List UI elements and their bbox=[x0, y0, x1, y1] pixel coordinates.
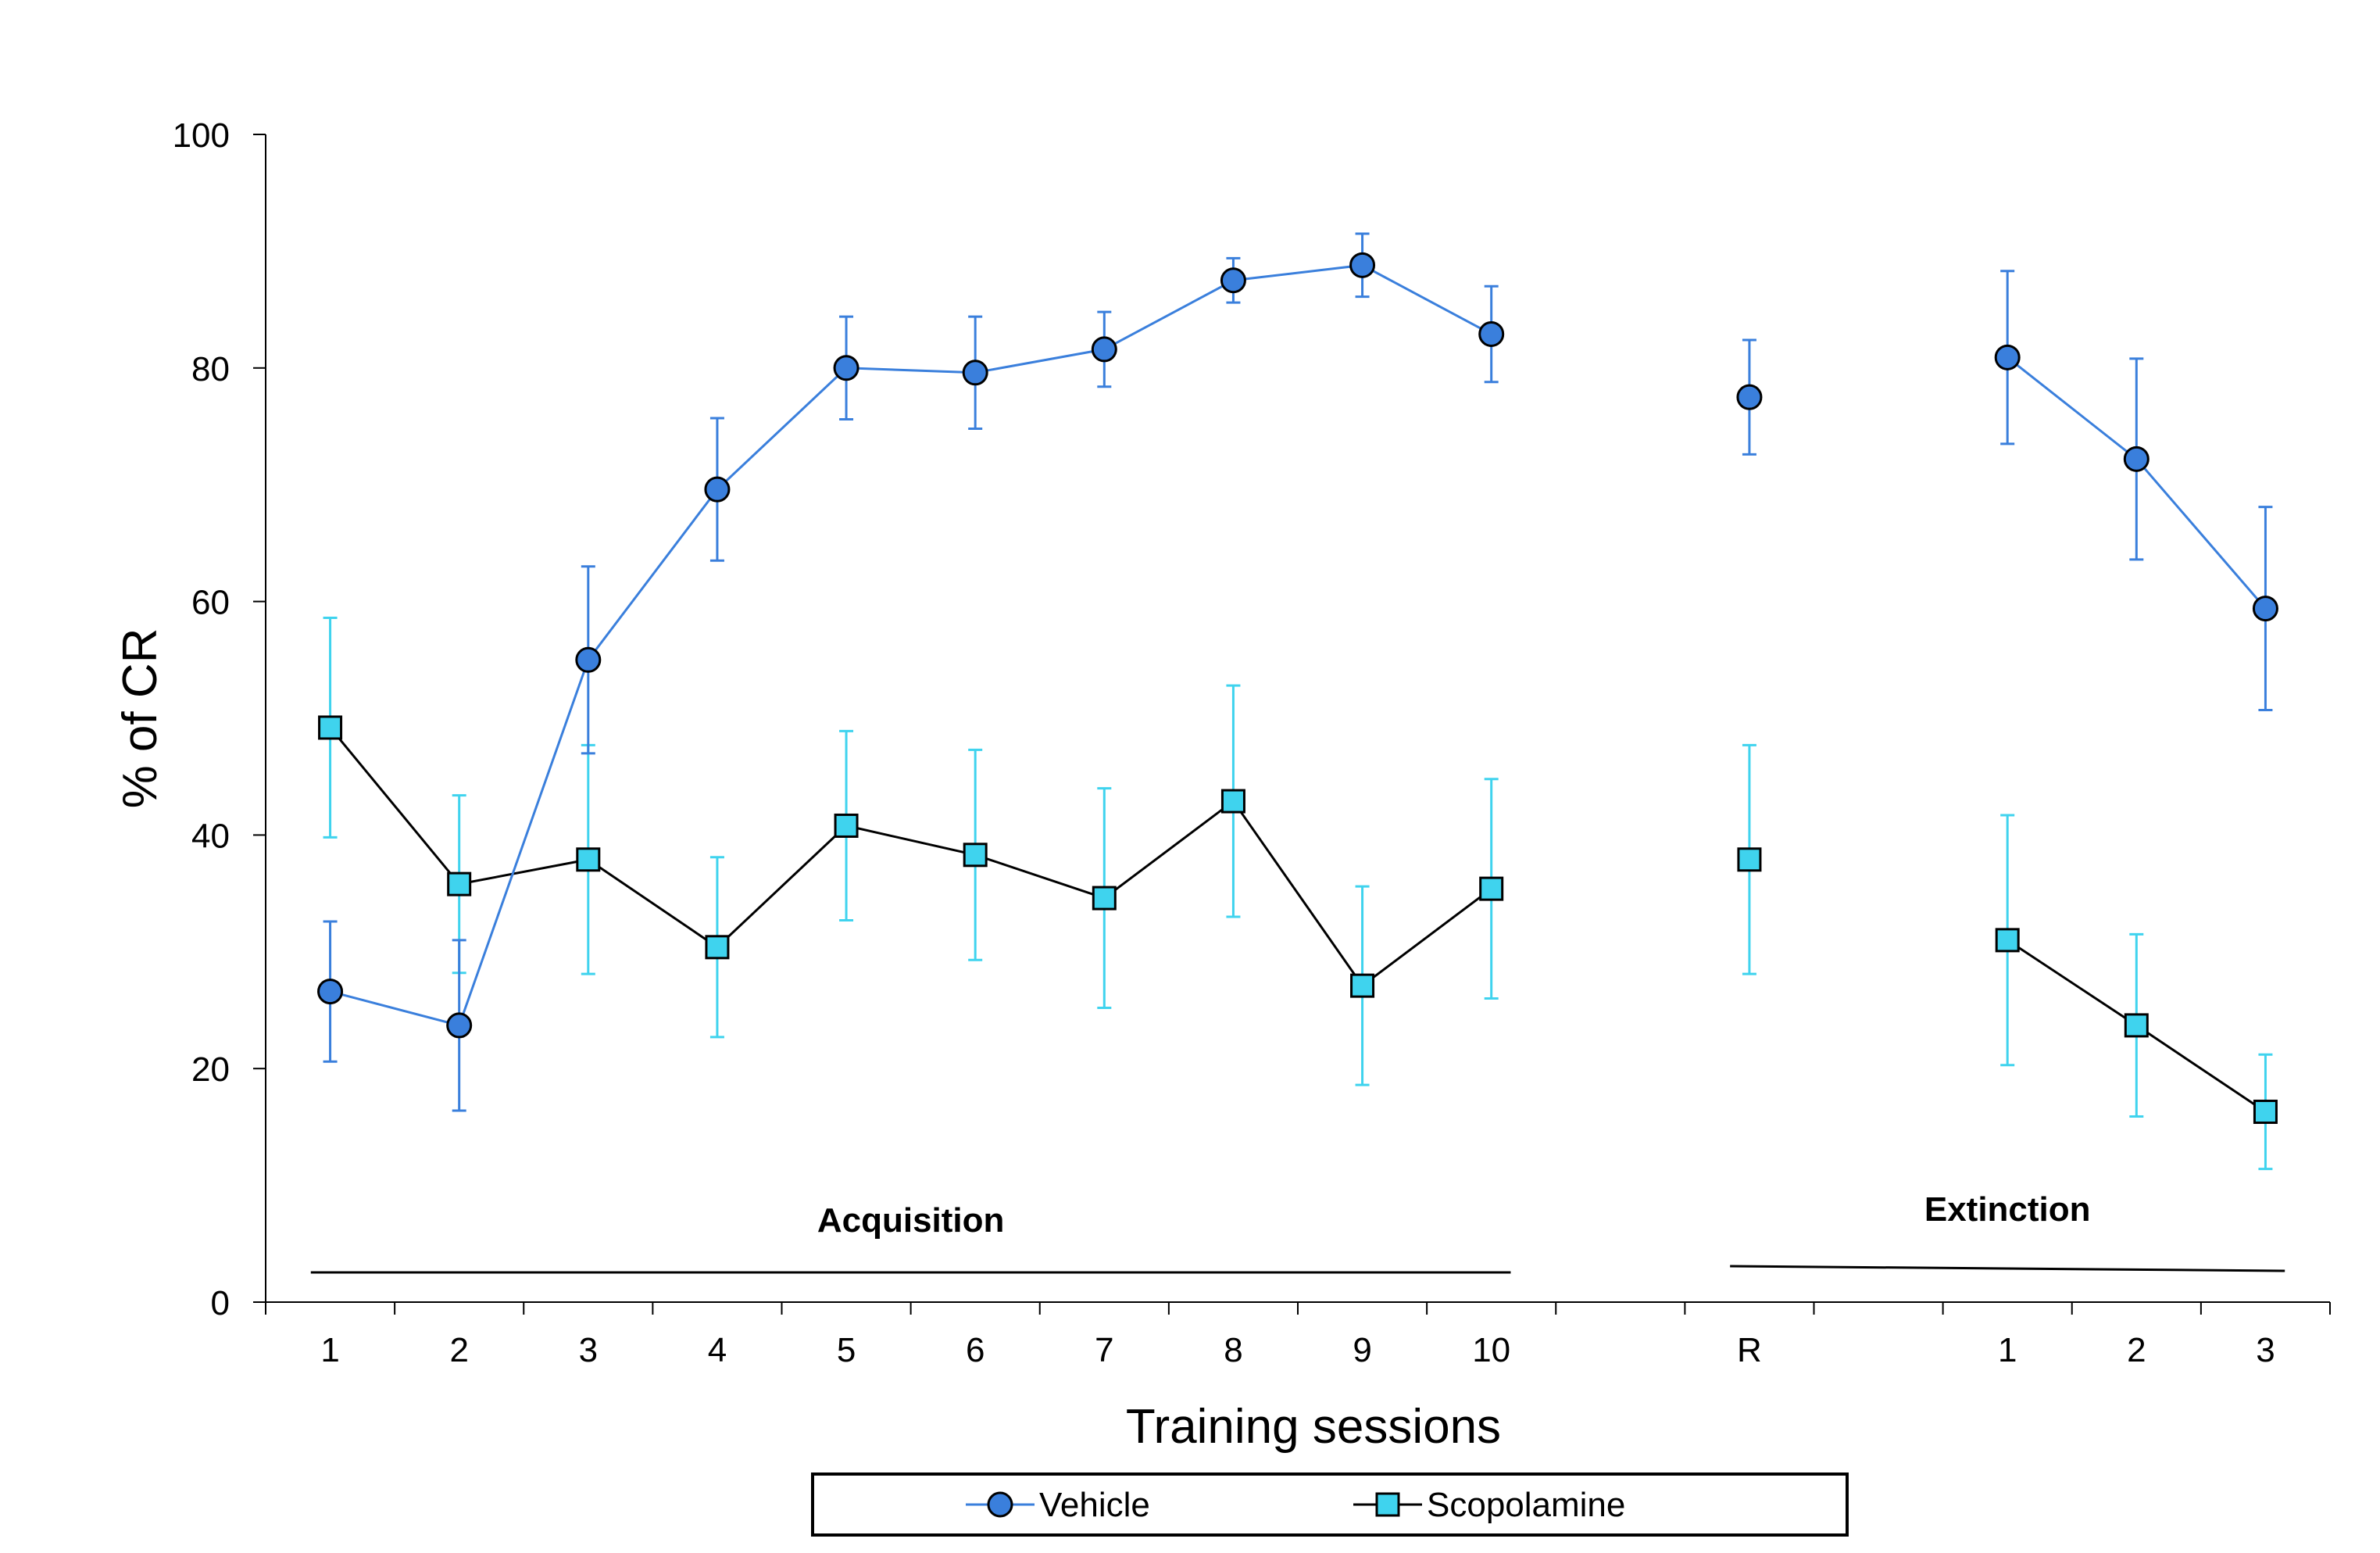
legend-marker-vehicle bbox=[987, 1491, 1013, 1518]
x-tick-label: 1 bbox=[1998, 1331, 2017, 1369]
point-scopolamine bbox=[1479, 876, 1504, 901]
x-tick-label: 4 bbox=[708, 1331, 727, 1369]
y-tick-label: 80 bbox=[191, 350, 230, 388]
x-axis-title: Training sessions bbox=[1126, 1400, 1501, 1454]
point-scopolamine bbox=[834, 813, 859, 838]
series-line-vehicle bbox=[330, 263, 1492, 1027]
point-vehicle bbox=[1091, 336, 1117, 363]
y-tick-label: 40 bbox=[191, 817, 230, 855]
point-scopolamine bbox=[2253, 1099, 2278, 1124]
point-vehicle bbox=[317, 979, 344, 1005]
legend-label: Vehicle bbox=[1039, 1486, 1150, 1524]
point-scopolamine bbox=[1350, 973, 1375, 998]
point-scopolamine bbox=[318, 715, 343, 740]
phase-label: Acquisition bbox=[817, 1201, 1005, 1240]
point-scopolamine bbox=[1220, 789, 1245, 814]
point-scopolamine bbox=[2124, 1013, 2149, 1038]
point-vehicle bbox=[1349, 252, 1376, 278]
point-vehicle bbox=[2252, 596, 2278, 622]
point-vehicle bbox=[1478, 320, 1505, 347]
x-tick-label: 10 bbox=[1472, 1331, 1510, 1369]
point-scopolamine bbox=[1737, 847, 1762, 872]
point-vehicle bbox=[1736, 384, 1763, 410]
x-tick-label: 8 bbox=[1224, 1331, 1242, 1369]
y-tick-label: 0 bbox=[211, 1284, 230, 1322]
point-vehicle bbox=[1220, 267, 1246, 294]
y-tick-label: 20 bbox=[191, 1050, 230, 1089]
point-scopolamine bbox=[1092, 886, 1117, 911]
point-vehicle bbox=[446, 1012, 473, 1039]
y-axis-title: % of CR bbox=[113, 628, 167, 809]
point-vehicle bbox=[1994, 344, 2021, 370]
error-bars-vehicle bbox=[323, 232, 2273, 1112]
point-scopolamine bbox=[963, 843, 988, 868]
x-tick-label: 3 bbox=[579, 1331, 598, 1369]
legend: Vehicle Scopolamine bbox=[811, 1472, 1849, 1537]
phase-label: Extinction bbox=[1924, 1190, 2091, 1229]
phase-line bbox=[1730, 1265, 2285, 1272]
y-tick-label: 100 bbox=[173, 116, 230, 155]
x-tick-label: 6 bbox=[966, 1331, 985, 1369]
x-tick-label: 2 bbox=[2127, 1331, 2146, 1369]
point-vehicle bbox=[2123, 446, 2150, 472]
series-line-scopolamine bbox=[329, 726, 1492, 988]
x-tick-label: R bbox=[1737, 1331, 1762, 1369]
x-tick-label: 5 bbox=[837, 1331, 856, 1369]
point-vehicle bbox=[962, 360, 988, 386]
legend-marker-scopolamine bbox=[1375, 1492, 1400, 1517]
legend-label: Scopolamine bbox=[1427, 1486, 1625, 1524]
point-vehicle bbox=[833, 355, 859, 381]
point-scopolamine bbox=[576, 847, 601, 872]
point-scopolamine bbox=[705, 935, 730, 960]
point-scopolamine bbox=[1995, 928, 2020, 953]
x-tick-label: 7 bbox=[1095, 1331, 1113, 1369]
point-scopolamine bbox=[447, 871, 472, 896]
x-tick-label: 3 bbox=[2256, 1331, 2275, 1369]
y-tick-label: 60 bbox=[191, 584, 230, 622]
x-tick-label: 1 bbox=[320, 1331, 339, 1369]
x-tick-label: 9 bbox=[1353, 1331, 1371, 1369]
x-tick-label: 2 bbox=[449, 1331, 468, 1369]
point-vehicle bbox=[575, 646, 602, 673]
point-vehicle bbox=[704, 476, 731, 503]
